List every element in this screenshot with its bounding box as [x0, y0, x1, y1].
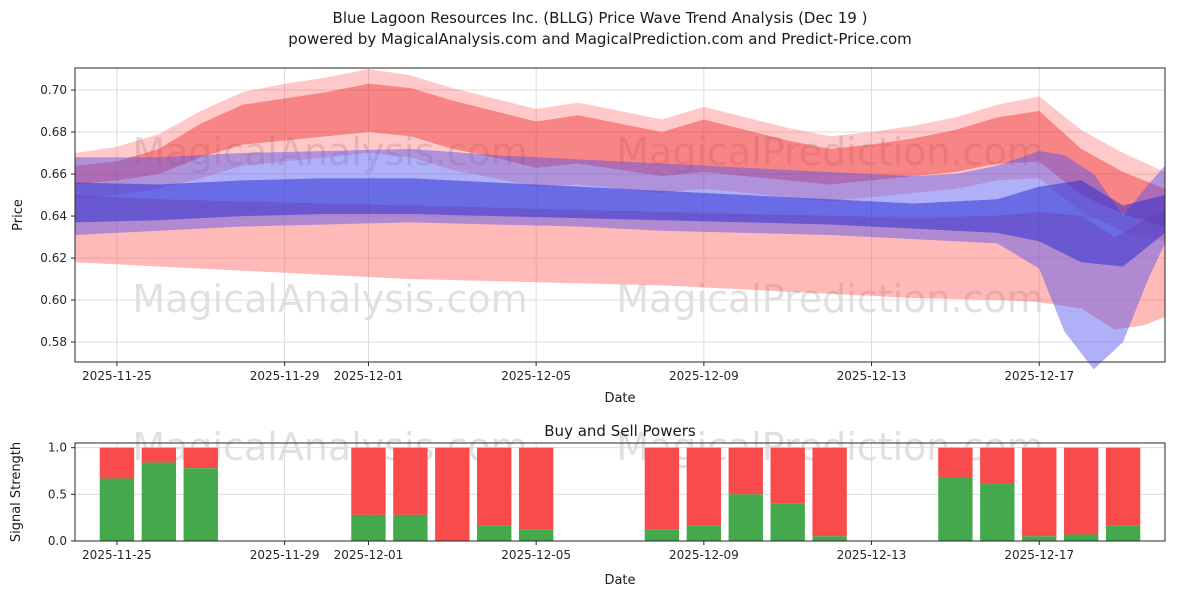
power-chart: 0.0 0.5 1.0 2025-11-25 2025-11-29 2025-12-01 2… — [48, 441, 1166, 562]
buy-power-bar — [1022, 536, 1057, 541]
sell-power-bar — [686, 447, 722, 526]
power-xtick-label: 2025-11-29 — [250, 548, 320, 562]
power-ytick-label: 1.0 — [48, 441, 67, 455]
sell-power-bar — [351, 447, 386, 515]
band-red-outer — [75, 69, 1165, 242]
sell-power-bar — [1063, 447, 1099, 535]
band-blue-inner — [75, 178, 1165, 267]
buy-power-bar — [477, 525, 512, 541]
band-pink-wide — [75, 195, 1165, 330]
price-ytick-label: 0.64 — [40, 209, 67, 223]
buy-power-bar — [1105, 525, 1141, 541]
power-ytick-label: 0.0 — [48, 534, 67, 548]
watermark-analysis: MagicalAnalysis.com — [132, 130, 527, 174]
price-xtick-label: 2025-12-13 — [837, 369, 907, 383]
price-xlabel: Date — [604, 391, 635, 406]
sell-power-bar — [644, 447, 680, 530]
price-xtick-label: 2025-12-09 — [669, 369, 739, 383]
power-xtick-label: 2025-12-13 — [837, 548, 907, 562]
price-xtick-label: 2025-11-25 — [82, 369, 152, 383]
power-xtick-label: 2025-12-01 — [334, 548, 404, 562]
sell-power-bar — [141, 447, 177, 463]
power-xlabel: Date — [604, 573, 635, 588]
price-chart: 0.58 0.60 0.62 0.64 0.66 0.68 0.70 2025-11-25 20… — [40, 67, 1166, 383]
sell-power-bar — [183, 447, 218, 469]
buy-power-bar — [393, 514, 428, 541]
buy-power-bar — [351, 514, 386, 541]
sell-power-bar — [99, 447, 135, 479]
chart-title-line2: powered by MagicalAnalysis.com and Magic… — [288, 30, 912, 48]
price-ytick-label: 0.68 — [40, 125, 67, 139]
power-xtick-label: 2025-12-09 — [669, 548, 739, 562]
watermark-analysis: MagicalAnalysis.com — [132, 277, 527, 321]
chart-title-line1: Blue Lagoon Resources Inc. (BLLG) Price … — [332, 9, 868, 27]
buy-power-bar — [770, 503, 805, 541]
price-xtick-label: 2025-11-29 — [250, 369, 320, 383]
buy-power-bar — [686, 525, 722, 541]
buy-power-bar — [99, 478, 135, 541]
sell-power-bar — [812, 447, 847, 537]
sell-power-bar — [435, 447, 470, 541]
price-ytick-label: 0.66 — [40, 167, 67, 181]
sell-power-bar — [938, 447, 973, 478]
power-xtick-label: 2025-11-25 — [82, 548, 152, 562]
band-red-inner — [75, 83, 1165, 227]
power-ytick-label: 0.5 — [48, 487, 67, 501]
power-ylabel: Signal Strength — [9, 442, 24, 542]
buy-power-bar — [938, 477, 973, 541]
sell-power-bar — [770, 447, 805, 504]
buy-power-bar — [141, 462, 177, 541]
power-chart-title: Buy and Sell Powers — [544, 422, 696, 440]
price-xtick-label: 2025-12-05 — [501, 369, 571, 383]
sell-power-bar — [728, 447, 763, 495]
power-xtick-label: 2025-12-17 — [1004, 548, 1074, 562]
watermark-prediction: MagicalPrediction.com — [616, 130, 1044, 174]
price-xtick-label: 2025-12-17 — [1004, 369, 1074, 383]
buy-power-bar — [518, 529, 554, 541]
sell-power-bar — [980, 447, 1015, 485]
buy-power-bar — [183, 468, 218, 541]
price-ytick-label: 0.62 — [40, 251, 67, 265]
watermark-prediction: MagicalPrediction.com — [616, 277, 1044, 321]
price-ytick-label: 0.60 — [40, 293, 67, 307]
buy-power-bar — [644, 529, 680, 541]
price-ytick-label: 0.70 — [40, 83, 67, 97]
sell-power-bar — [1105, 447, 1141, 526]
price-ytick-label: 0.58 — [40, 335, 67, 349]
buy-power-bar — [728, 494, 763, 541]
price-xtick-label: 2025-12-01 — [334, 369, 404, 383]
buy-power-bar — [812, 536, 847, 541]
buy-power-bar — [1063, 534, 1099, 541]
power-plot-border — [74, 442, 1166, 542]
sell-power-bar — [518, 447, 554, 530]
price-plot-border — [74, 67, 1166, 363]
sell-power-bar — [393, 447, 428, 515]
sell-power-bar — [1022, 447, 1057, 537]
sell-power-bar — [477, 447, 512, 526]
buy-power-bar — [980, 484, 1015, 541]
power-xtick-label: 2025-12-05 — [501, 548, 571, 562]
price-ylabel: Price — [11, 199, 26, 231]
